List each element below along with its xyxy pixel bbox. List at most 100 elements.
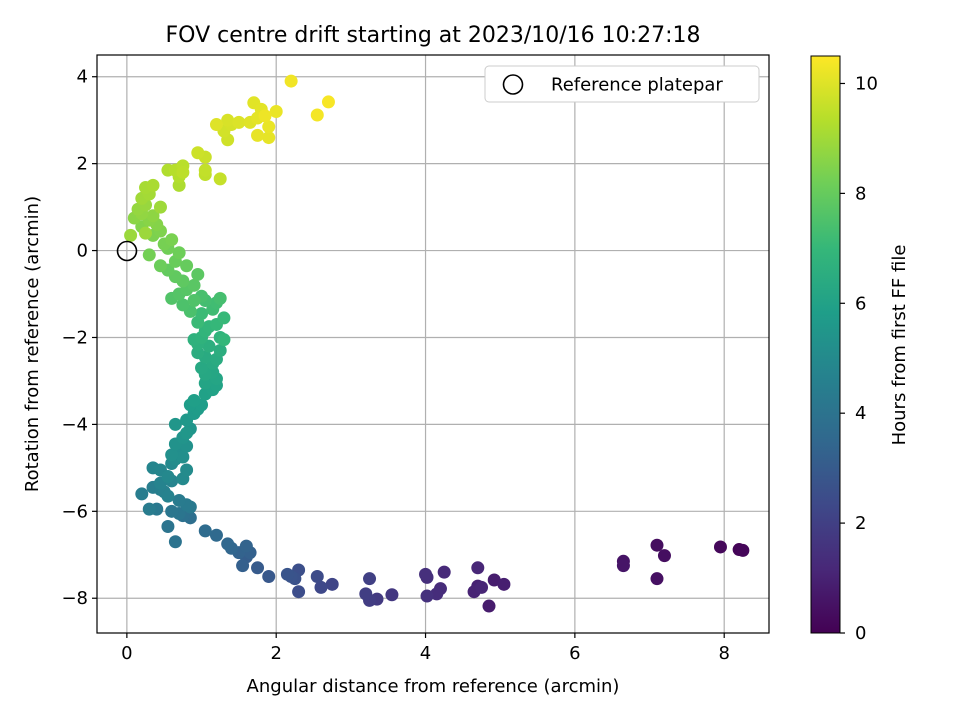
data-point [251, 561, 265, 575]
data-point [195, 361, 209, 375]
data-point [437, 565, 451, 579]
data-point [172, 246, 186, 260]
data-point [314, 580, 328, 594]
data-point [191, 146, 205, 160]
legend-marker-icon [502, 74, 524, 95]
data-point [419, 567, 433, 581]
data-point [168, 417, 182, 431]
data-point [195, 307, 209, 321]
legend: Reference platepar [484, 65, 760, 103]
y-tick-label: 2 [77, 154, 88, 175]
y-tick-label: −8 [61, 588, 88, 609]
data-point [176, 165, 190, 179]
data-point [269, 104, 283, 118]
data-point [161, 489, 175, 503]
y-tick-label: −4 [61, 414, 88, 435]
colorbar-tick-label: 10 [855, 73, 878, 94]
data-point [430, 587, 444, 601]
legend-box [484, 65, 760, 103]
data-point [180, 463, 194, 477]
data-point [161, 520, 175, 534]
y-axis-label: Rotation from reference (arcmin) [22, 196, 43, 492]
data-point [713, 540, 727, 554]
data-point [657, 549, 671, 563]
colorbar-label: Hours from first FF file [889, 245, 910, 446]
data-point [191, 267, 205, 281]
data-point [650, 538, 664, 552]
plot-area [96, 54, 770, 634]
data-point [359, 587, 373, 601]
data-point [363, 572, 377, 586]
data-point [198, 524, 212, 538]
data-point [325, 577, 339, 591]
x-tick-label: 8 [718, 643, 729, 664]
reference-platepar-marker [116, 240, 138, 262]
x-axis-ticks: 0 2 4 6 8 [121, 633, 730, 664]
data-point [251, 128, 265, 142]
data-point [213, 172, 227, 186]
data-point [213, 291, 227, 305]
y-tick-label: 0 [77, 241, 88, 262]
data-point [262, 131, 276, 145]
y-tick-label: −2 [61, 327, 88, 348]
data-point [172, 493, 186, 507]
data-point [139, 226, 153, 240]
data-point [420, 589, 434, 603]
data-point [616, 559, 630, 573]
y-tick-label: 4 [77, 67, 88, 88]
data-point [187, 278, 201, 292]
data-point [161, 470, 175, 484]
data-point [310, 570, 324, 584]
data-point [146, 209, 160, 223]
data-point [487, 573, 501, 587]
colorbar-tick-label: 8 [855, 183, 866, 204]
data-point [153, 259, 167, 273]
y-tick-label: −6 [61, 501, 88, 522]
data-point [475, 580, 489, 594]
colorbar-gradient [810, 55, 841, 634]
data-point [165, 448, 179, 462]
data-point [165, 504, 179, 518]
x-axis-label: Angular distance from reference (arcmin) [247, 676, 620, 697]
data-point [176, 298, 190, 312]
colorbar: 0 2 4 6 8 10 Hours from first FF file [810, 55, 910, 644]
colorbar-tick-label: 0 [855, 623, 866, 644]
legend-label: Reference platepar [551, 75, 723, 96]
data-point [385, 588, 399, 602]
data-point [153, 200, 167, 214]
data-point [284, 74, 298, 88]
colorbar-tick-label: 4 [855, 403, 866, 424]
x-tick-label: 4 [420, 643, 431, 664]
data-point [135, 487, 149, 501]
data-point [471, 561, 485, 575]
data-point [221, 113, 235, 127]
data-point [198, 163, 212, 177]
data-point [202, 339, 216, 353]
data-point [180, 259, 194, 273]
data-point [232, 115, 246, 129]
y-axis-ticks: −8 −6 −4 −2 0 2 4 [61, 67, 97, 609]
data-point [236, 559, 250, 573]
data-point [736, 543, 750, 557]
data-point [217, 333, 231, 347]
x-tick-label: 6 [569, 643, 580, 664]
data-point [292, 585, 306, 599]
data-point [217, 311, 231, 325]
data-point [176, 450, 190, 464]
data-point [239, 539, 253, 553]
x-tick-label: 2 [270, 643, 281, 664]
data-point [262, 570, 276, 584]
data-point [213, 344, 227, 358]
data-point [650, 572, 664, 586]
data-point [280, 567, 294, 581]
data-point [124, 228, 138, 242]
data-point [209, 528, 223, 542]
x-tick-label: 0 [121, 643, 132, 664]
colorbar-tick-label: 6 [855, 293, 866, 314]
plot-frame [96, 54, 770, 634]
scatter-points [124, 74, 750, 613]
data-point [262, 120, 276, 134]
colorbar-tick-label: 2 [855, 513, 866, 534]
data-point [168, 535, 182, 549]
